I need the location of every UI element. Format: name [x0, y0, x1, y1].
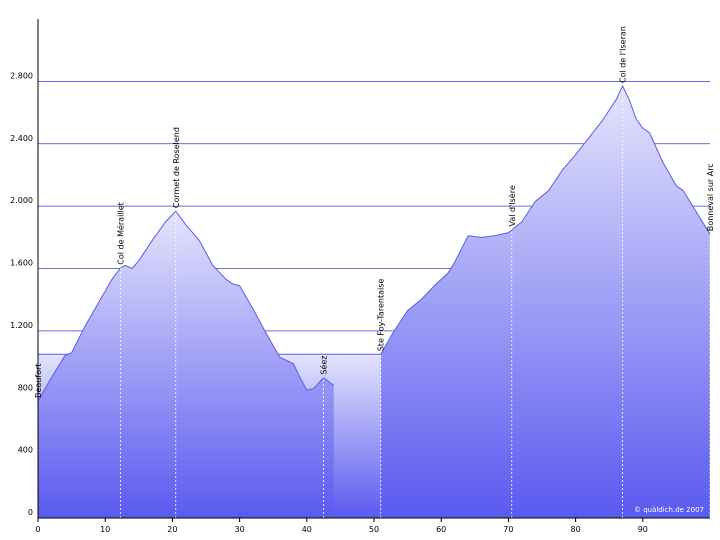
- y-tick-label: 800: [18, 383, 33, 392]
- annotation-label: Val d'Isère: [507, 185, 517, 226]
- annotation-label: Col de l'Iseran: [619, 26, 628, 83]
- plot: [37, 84, 711, 519]
- profile-line: [37, 84, 711, 402]
- x-tick-label: 10: [100, 525, 110, 534]
- area-fill: [38, 211, 334, 519]
- x-tick-label: 50: [369, 525, 379, 534]
- annotation-label: Ste Foy-Tarentaise: [377, 279, 386, 352]
- y-tick-label: 2.400: [10, 134, 33, 143]
- y-tick-label: 1.600: [10, 259, 33, 268]
- y-tick-label: 400: [18, 446, 33, 455]
- x-tick-label: 40: [302, 525, 312, 534]
- y-tick-label: 1.200: [10, 321, 33, 330]
- y-tick-label: 2.800: [10, 71, 33, 80]
- x-tick-label: 30: [235, 525, 245, 534]
- axes: 0 400 800 1.200 1.600 2.000 2.400 2.800 0 10 20 30 4…: [10, 19, 710, 534]
- area-fill: [380, 86, 710, 518]
- credit: © quäldich.de 2007: [634, 506, 704, 514]
- x-tick-label: 80: [571, 525, 581, 534]
- annotation-label: Séez: [319, 356, 329, 375]
- x-tick-label: 0: [35, 525, 40, 534]
- x-tick-label: 90: [638, 525, 648, 534]
- y-tick-label: 2.000: [10, 196, 33, 205]
- annotation-label: Bonneval sur Arc: [706, 163, 715, 231]
- x-tick-label: 70: [503, 525, 513, 534]
- x-tick-label: 20: [167, 525, 177, 534]
- x-tick-label: 60: [436, 525, 446, 534]
- annotation-label: Col de Méraillet: [116, 202, 126, 265]
- annotation-label: Cormet de Roselend: [172, 127, 181, 208]
- y-tick-label: 0: [28, 508, 33, 517]
